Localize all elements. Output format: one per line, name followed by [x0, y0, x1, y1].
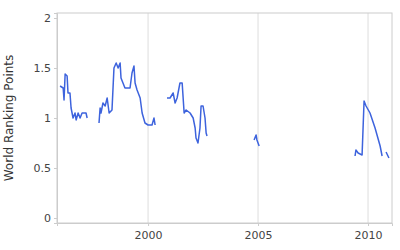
- y-tick-label: 1: [44, 112, 51, 125]
- y-tick: 1.5: [34, 62, 58, 75]
- plot-area: [60, 63, 389, 158]
- x-tick: 2005: [245, 223, 273, 242]
- y-tick-label: 2: [44, 12, 51, 25]
- x-tick: 2000: [135, 223, 163, 242]
- plot-frame: [57, 13, 392, 223]
- chart: 2000 2005 2010 0 0.5 1 1.5 2 World Ranking Point…: [0, 0, 400, 250]
- grid-line: [148, 13, 149, 223]
- y-tick-label: 0.5: [34, 162, 52, 175]
- y-tick-mark: [54, 118, 57, 119]
- grid: [148, 13, 368, 223]
- y-tick-label: 1.5: [34, 62, 52, 75]
- x-tick-mark: [258, 223, 259, 226]
- grid-line: [258, 13, 259, 223]
- series-line: [60, 63, 389, 158]
- y-axis-title: World Ranking Points: [2, 55, 16, 182]
- x-axis: 2000 2005 2010: [58, 223, 393, 242]
- y-tick-label: 0: [44, 212, 51, 225]
- y-tick: 1: [44, 112, 57, 125]
- y-axis: 0 0.5 1 1.5 2: [34, 12, 58, 225]
- x-tick-mark: [148, 223, 149, 226]
- x-tick-label: 2000: [135, 229, 163, 242]
- y-tick: 2: [44, 12, 57, 25]
- x-tick-label: 2005: [245, 229, 273, 242]
- grid-line: [368, 13, 369, 223]
- y-tick-mark: [54, 168, 57, 169]
- y-axis-line: [54, 14, 58, 224]
- x-tick: 2010: [355, 223, 383, 242]
- y-tick: 0: [44, 212, 57, 225]
- y-tick-mark: [54, 68, 57, 69]
- x-tick-label: 2010: [355, 229, 383, 242]
- y-tick-mark: [54, 218, 57, 219]
- y-tick-mark: [54, 18, 57, 19]
- x-axis-line: [58, 224, 393, 227]
- y-tick: 0.5: [34, 162, 58, 175]
- x-tick-mark: [368, 223, 369, 226]
